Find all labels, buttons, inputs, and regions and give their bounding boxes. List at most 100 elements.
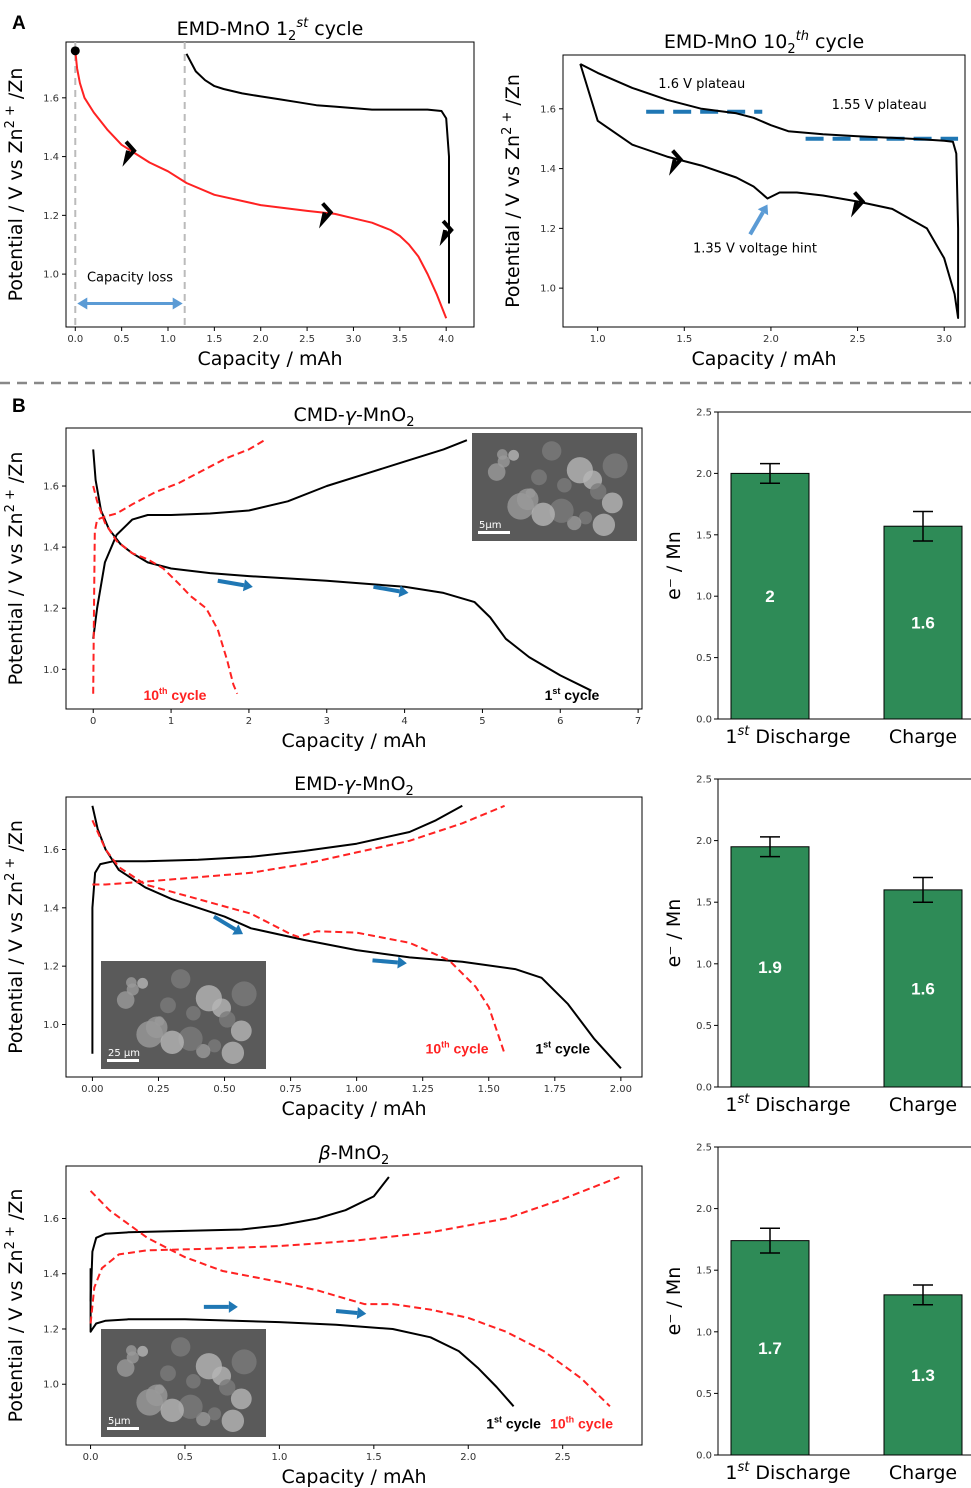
y-tick-label: 1.2: [540, 224, 556, 235]
chart-a1: 0.0 0.5 1.0 1.5 2.0 2.5 3.0 3.5 4.0 1.0 1.2 1.4 1.6 C…: [3, 16, 475, 370]
flow-arrow-shaft: [748, 211, 765, 236]
bar: [730, 1240, 810, 1456]
text-part: cycle: [502, 1415, 541, 1431]
tenth-cycle-label: 10th cycle: [426, 1040, 489, 1057]
x-tick-label: 2.0: [253, 334, 269, 345]
series-line-tenth_discharge: [89, 1190, 611, 1408]
x-tick-label: 4: [401, 716, 407, 727]
sem-particle: [497, 455, 510, 468]
sem-particle: [601, 492, 623, 514]
sem-particle: [230, 1020, 252, 1042]
category-label: 1st Discharge: [725, 1460, 850, 1484]
direction-chevron: [439, 219, 454, 247]
bar-value-label: 2: [765, 587, 774, 606]
text-part: 2 +: [3, 105, 18, 128]
chart-bar3: 0.0 0.5 1.0 1.5 2.0 2.5 e⁻ / Mn 1.7 1st Discharg…: [663, 1143, 971, 1484]
bar: [883, 525, 963, 720]
bar: [883, 1294, 963, 1456]
chart-title: β-MnO2: [318, 1142, 390, 1168]
flow-arrow-shaft: [212, 914, 237, 932]
sem-particle: [219, 1379, 236, 1396]
sem-particle: [508, 449, 520, 461]
text-part: th: [159, 686, 168, 696]
sem-scale-text: 25 μm: [108, 1048, 140, 1059]
chart-title: EMD-MnO 102th cycle: [664, 29, 864, 57]
text-part: -MnO: [355, 773, 405, 795]
y-tick-label: 0.5: [696, 1021, 712, 1032]
sem-particle: [207, 1039, 222, 1053]
text-part: Discharge: [749, 1462, 850, 1484]
tenth-cycle-label: 10th cycle: [143, 686, 206, 703]
x-tick-label: 2.5: [850, 334, 866, 345]
chart-title: CMD-γ-MnO2: [294, 404, 415, 430]
y-tick-label: 2.5: [696, 1143, 712, 1154]
flow-arrow-shaft: [217, 578, 245, 588]
x-tick-label: 1.0: [590, 334, 606, 345]
sem-particle: [541, 441, 562, 461]
y-tick-label: 1.4: [43, 152, 59, 163]
series-line-cycle: [579, 63, 960, 319]
text-part: 2 +: [3, 858, 18, 881]
x-tick-label: 5: [479, 716, 485, 727]
sem-particle: [196, 1043, 211, 1059]
bar-value-label: 1.7: [758, 1339, 782, 1358]
text-part: 10: [426, 1041, 442, 1057]
sem-particle: [126, 983, 139, 996]
plot-frame: [65, 427, 643, 710]
capacity-loss-arrow-head: [77, 297, 88, 310]
bar: [730, 472, 810, 720]
y-tick-label: 1.2: [43, 1324, 59, 1335]
capacity-loss-label: Capacity loss: [87, 270, 173, 285]
plot-frame: [65, 41, 475, 328]
series-line-tenth_charge: [92, 804, 505, 886]
sem-particle: [531, 469, 547, 486]
y-tick-label: 1.4: [43, 1269, 59, 1280]
text-part: 1: [725, 1462, 737, 1484]
text-part: /Zn: [5, 68, 27, 106]
y-tick-label: 1.5: [696, 1266, 712, 1277]
series-line-tenth_charge: [92, 439, 266, 694]
sem-particle: [231, 1349, 257, 1375]
y-axis-label: e⁻ / Mn: [663, 899, 685, 968]
text-part: Potential / V vs Zn: [5, 128, 27, 301]
text-part: th: [796, 29, 809, 44]
y-tick-label: 1.4: [43, 903, 59, 914]
category-label: Charge: [889, 1462, 957, 1484]
text-part: st: [738, 724, 751, 739]
sem-particle: [567, 515, 582, 531]
bar-value-label: 1.6: [911, 979, 935, 998]
text-part: Charge: [889, 1094, 957, 1116]
text-part: Potential / V vs Zn: [502, 135, 524, 308]
x-tick-label: 0.25: [147, 1084, 169, 1095]
x-tick-label: 1.50: [478, 1084, 500, 1095]
y-axis-label: Potential / V vs Zn2 + /Zn: [3, 68, 27, 302]
y-tick-label: 0.5: [696, 653, 712, 664]
text-part: Potential / V vs Zn: [5, 881, 27, 1054]
text-part: 1: [725, 726, 737, 748]
bar-value-label: 1.6: [911, 614, 935, 633]
sem-scale-text: 5μm: [479, 520, 501, 531]
sem-particle: [219, 1011, 236, 1028]
chart-b3: 0.0 0.5 1.0 1.5 2.0 2.5 1.0 1.2 1.4 1.6 Capacity /…: [3, 1142, 643, 1488]
sem-particle: [578, 511, 593, 525]
sem-particle: [186, 1373, 201, 1389]
sem-particle: [557, 477, 572, 493]
x-tick-label: 1.5: [206, 334, 222, 345]
text-part: 10: [757, 31, 787, 53]
sem-scale-bar: [478, 531, 510, 534]
chart-title: EMD-γ-MnO2: [294, 773, 414, 799]
y-tick-label: 1.4: [43, 543, 59, 554]
text-part: 2 +: [3, 489, 18, 512]
y-axis-label: Potential / V vs Zn2 + /Zn: [3, 1189, 27, 1423]
y-tick-label: 1.4: [540, 164, 556, 175]
y-tick-label: 1.0: [43, 270, 59, 281]
text-part: cycle: [308, 18, 363, 40]
y-tick-label: 1.5: [696, 530, 712, 541]
bar: [730, 846, 810, 1088]
sem-particle: [195, 1353, 222, 1380]
bar-value-label: 1.9: [758, 958, 782, 977]
sem-scale-bar: [107, 1427, 139, 1430]
sem-particle: [207, 1407, 222, 1421]
x-tick-label: 3.0: [346, 334, 362, 345]
